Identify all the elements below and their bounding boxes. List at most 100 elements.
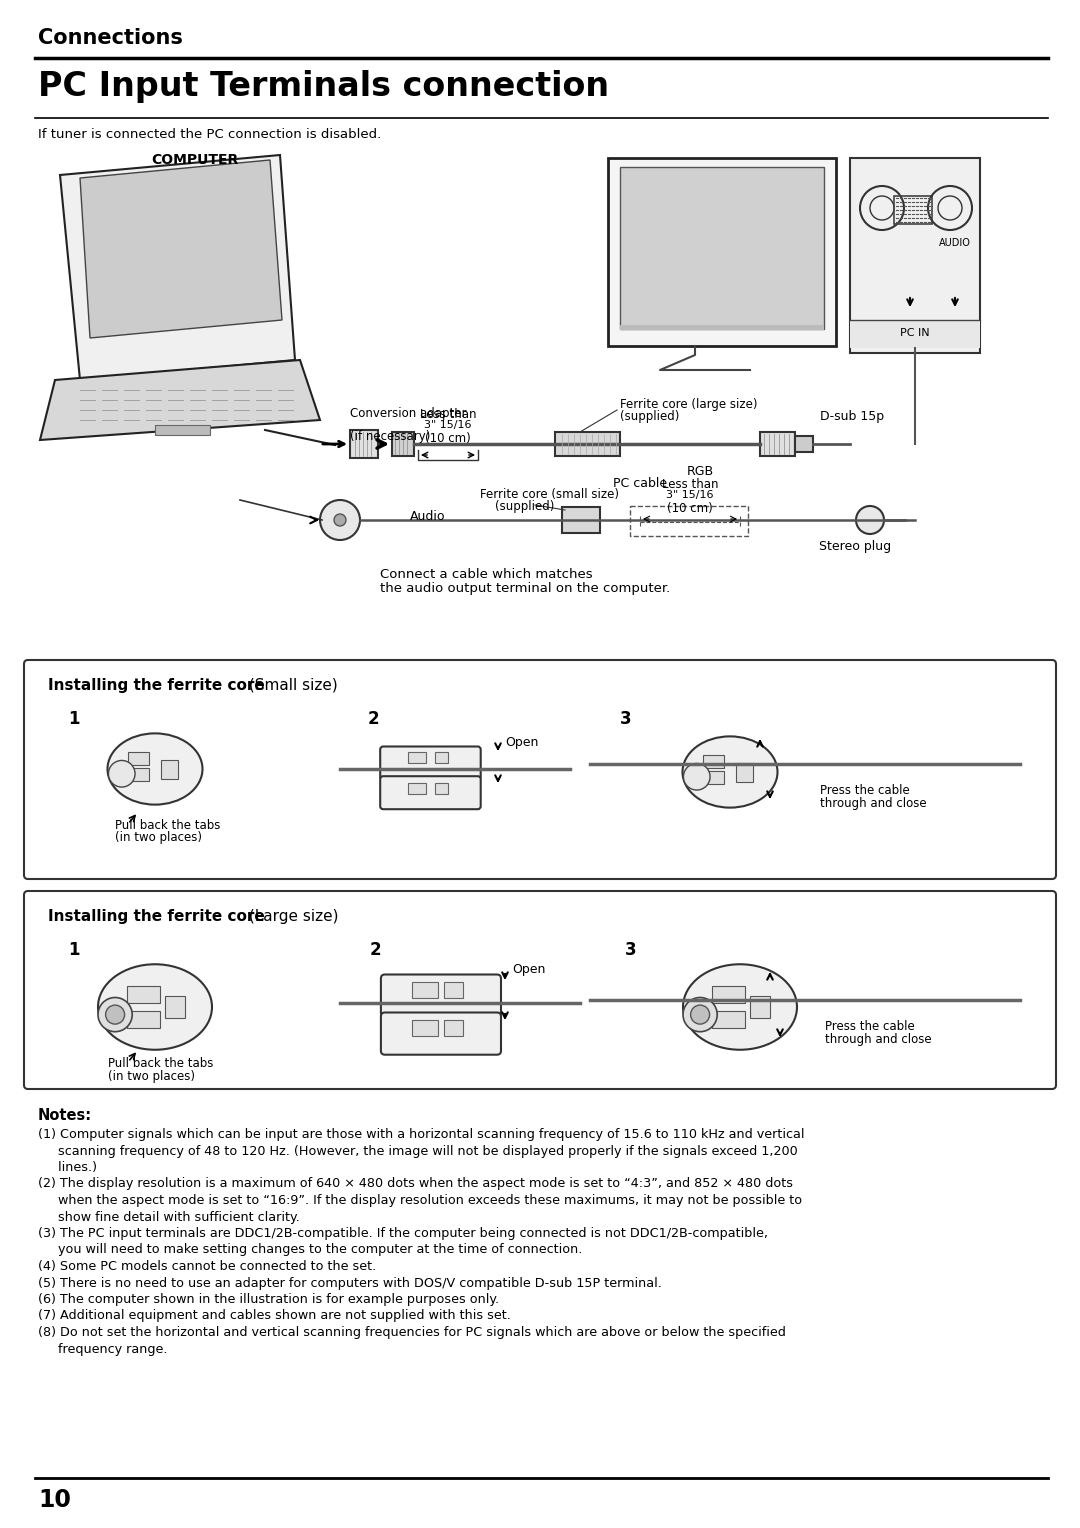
Text: (supplied): (supplied) <box>495 500 554 513</box>
Bar <box>434 752 448 762</box>
Text: (in two places): (in two places) <box>114 831 202 843</box>
Text: RGB: RGB <box>687 465 714 478</box>
FancyBboxPatch shape <box>24 660 1056 879</box>
Text: If tuner is connected the PC connection is disabled.: If tuner is connected the PC connection … <box>38 128 381 141</box>
Text: 10: 10 <box>38 1488 71 1513</box>
Text: Ferrite core (small size): Ferrite core (small size) <box>480 487 619 501</box>
Circle shape <box>690 1005 710 1024</box>
Bar <box>411 1021 438 1036</box>
Text: Ferrite core (large size): Ferrite core (large size) <box>620 397 757 411</box>
Bar <box>555 432 620 455</box>
Circle shape <box>684 764 710 790</box>
Text: Open: Open <box>512 963 545 976</box>
Text: Installing the ferrite core: Installing the ferrite core <box>48 678 265 694</box>
Text: you will need to make setting changes to the computer at the time of connection.: you will need to make setting changes to… <box>38 1244 582 1256</box>
Text: PC Input Terminals connection: PC Input Terminals connection <box>38 70 609 102</box>
Text: Stereo plug: Stereo plug <box>819 539 891 553</box>
Text: lines.): lines.) <box>38 1161 97 1174</box>
Text: 2: 2 <box>370 941 381 960</box>
Text: (Small size): (Small size) <box>244 678 338 694</box>
Text: frequency range.: frequency range. <box>38 1343 167 1355</box>
Text: 2: 2 <box>368 711 380 727</box>
Text: COMPUTER: COMPUTER <box>151 153 239 167</box>
Text: PC cable: PC cable <box>613 477 667 490</box>
Polygon shape <box>40 361 320 440</box>
Circle shape <box>683 998 717 1031</box>
Text: 3: 3 <box>620 711 632 727</box>
Text: Press the cable: Press the cable <box>820 784 909 798</box>
Bar <box>444 1021 463 1036</box>
Text: AUDIO: AUDIO <box>940 238 971 248</box>
Bar <box>407 752 426 762</box>
Bar <box>156 425 210 435</box>
FancyBboxPatch shape <box>380 747 481 779</box>
Text: Open: Open <box>505 736 538 749</box>
Bar <box>703 772 725 784</box>
Bar <box>126 986 160 1004</box>
Text: Audio: Audio <box>410 510 446 523</box>
Bar <box>608 157 836 345</box>
Text: (if necessary): (if necessary) <box>350 429 430 443</box>
Text: Notes:: Notes: <box>38 1108 92 1123</box>
Text: (4) Some PC models cannot be connected to the set.: (4) Some PC models cannot be connected t… <box>38 1261 376 1273</box>
Bar <box>444 983 463 998</box>
Text: (2) The display resolution is a maximum of 640 × 480 dots when the aspect mode i: (2) The display resolution is a maximum … <box>38 1178 793 1190</box>
Ellipse shape <box>98 964 212 1050</box>
Bar <box>164 996 186 1018</box>
FancyBboxPatch shape <box>380 776 481 810</box>
Text: Conversion adapter: Conversion adapter <box>350 406 467 420</box>
Ellipse shape <box>108 733 203 805</box>
Bar <box>129 769 149 781</box>
Text: (5) There is no need to use an adapter for computers with DOS/V compatible D-sub: (5) There is no need to use an adapter f… <box>38 1276 662 1290</box>
Circle shape <box>320 500 360 539</box>
Bar <box>620 325 824 330</box>
Circle shape <box>98 998 132 1031</box>
FancyBboxPatch shape <box>381 1013 501 1054</box>
Text: Installing the ferrite core: Installing the ferrite core <box>48 909 265 924</box>
Circle shape <box>106 1005 124 1024</box>
Text: Connect a cable which matches: Connect a cable which matches <box>380 568 593 581</box>
FancyBboxPatch shape <box>24 891 1056 1089</box>
Text: 3: 3 <box>625 941 636 960</box>
Text: (Large size): (Large size) <box>244 909 338 924</box>
Bar <box>562 507 600 533</box>
Bar <box>630 506 748 536</box>
Circle shape <box>108 761 135 787</box>
Text: (6) The computer shown in the illustration is for example purposes only.: (6) The computer shown in the illustrati… <box>38 1293 499 1306</box>
Bar <box>392 432 414 455</box>
Text: 3" 15/16: 3" 15/16 <box>424 420 472 429</box>
Text: scanning frequency of 48 to 120 Hz. (However, the image will not be displayed pr: scanning frequency of 48 to 120 Hz. (How… <box>38 1144 798 1158</box>
Text: (10 cm): (10 cm) <box>667 503 713 515</box>
Bar <box>750 996 770 1018</box>
Text: (in two places): (in two places) <box>108 1070 195 1083</box>
Bar <box>411 983 438 998</box>
Bar <box>850 157 980 353</box>
Bar <box>126 1012 160 1028</box>
Text: when the aspect mode is set to “16:9”. If the display resolution exceeds these m: when the aspect mode is set to “16:9”. I… <box>38 1193 802 1207</box>
Text: Pull back the tabs: Pull back the tabs <box>114 819 220 833</box>
Text: Pull back the tabs: Pull back the tabs <box>108 1057 214 1070</box>
Text: through and close: through and close <box>820 798 927 810</box>
Text: (1) Computer signals which can be input are those with a horizontal scanning fre: (1) Computer signals which can be input … <box>38 1128 805 1141</box>
Bar <box>703 755 725 769</box>
Bar <box>712 986 745 1004</box>
Bar <box>129 752 149 766</box>
Bar <box>407 782 426 793</box>
Text: 3" 15/16: 3" 15/16 <box>666 490 714 500</box>
Bar <box>760 432 795 455</box>
FancyBboxPatch shape <box>381 975 501 1016</box>
Bar <box>735 762 753 781</box>
Text: (3) The PC input terminals are DDC1/2B-compatible. If the computer being connect: (3) The PC input terminals are DDC1/2B-c… <box>38 1227 768 1241</box>
Text: Connections: Connections <box>38 28 183 47</box>
Text: (supplied): (supplied) <box>620 410 679 423</box>
Text: (8) Do not set the horizontal and vertical scanning frequencies for PC signals w: (8) Do not set the horizontal and vertic… <box>38 1326 786 1339</box>
Text: show fine detail with sufficient clarity.: show fine detail with sufficient clarity… <box>38 1210 300 1224</box>
Text: Less than: Less than <box>662 478 718 490</box>
Ellipse shape <box>334 513 346 526</box>
Text: PC IN: PC IN <box>901 329 930 338</box>
Text: D-sub 15p: D-sub 15p <box>820 410 885 423</box>
Text: (7) Additional equipment and cables shown are not supplied with this set.: (7) Additional equipment and cables show… <box>38 1309 511 1323</box>
Text: the audio output terminal on the computer.: the audio output terminal on the compute… <box>380 582 671 594</box>
Polygon shape <box>60 154 295 380</box>
Bar <box>350 429 378 458</box>
